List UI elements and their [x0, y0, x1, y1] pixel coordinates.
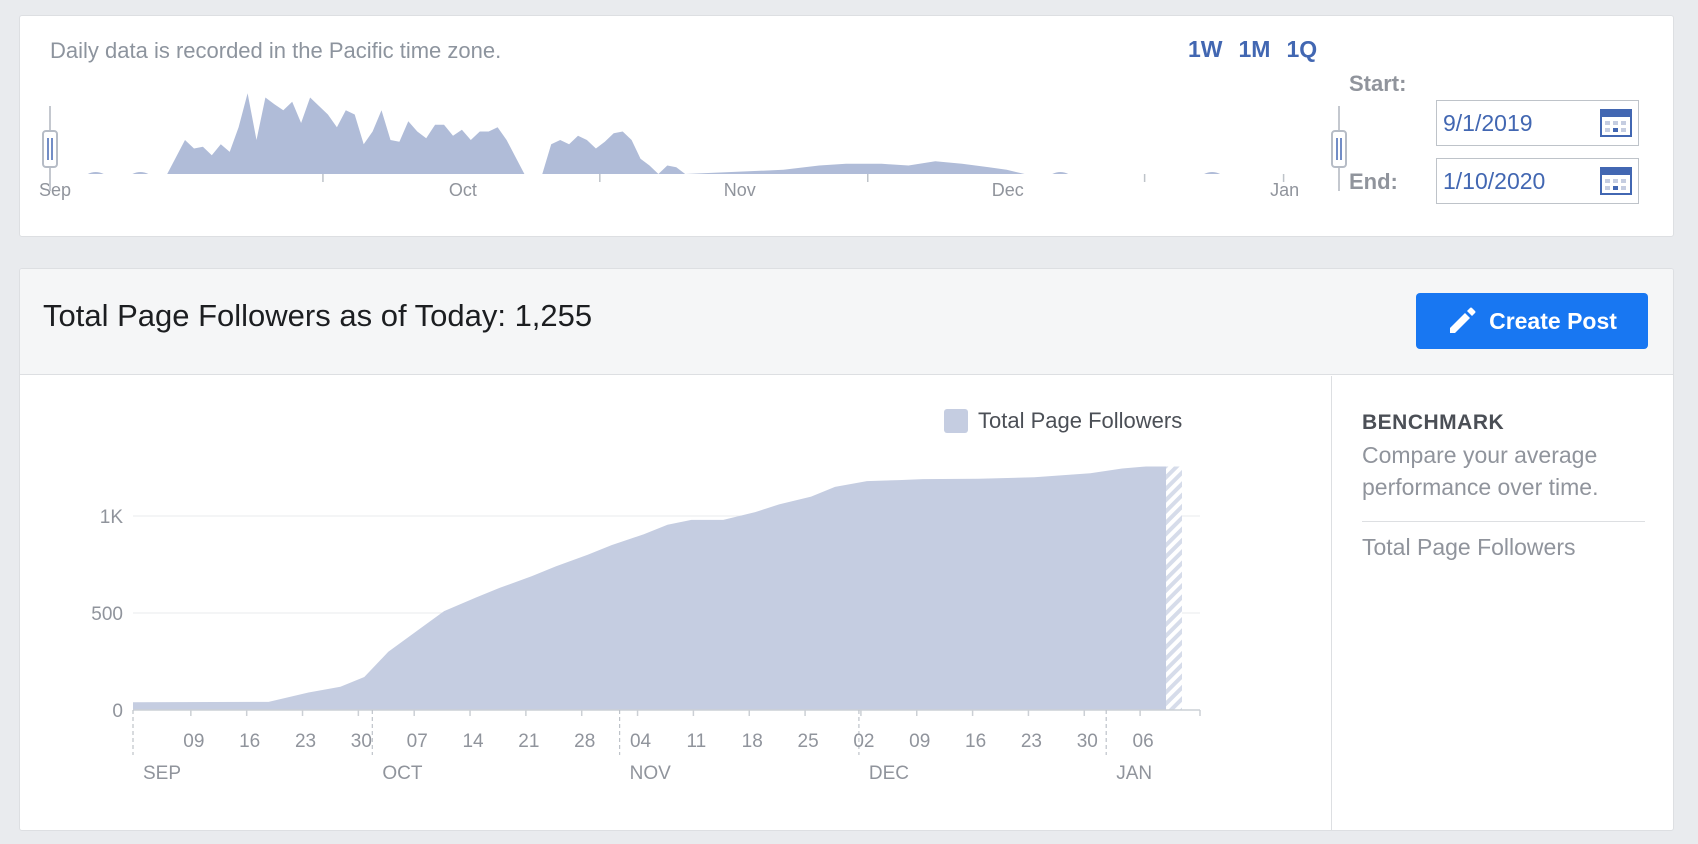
page-title: Total Page Followers as of Today: 1,255 [43, 298, 593, 333]
x-month-label: NOV [630, 763, 672, 784]
y-tick-label: 0 [112, 701, 123, 722]
x-day-label: 07 [407, 731, 428, 752]
x-axis-labels: 09 16 23 30 07 14 21 28 04 11 18 25 02 09 16 23 30 06 SEP O… [143, 731, 1154, 784]
benchmark-description: Compare your average performance over ti… [1362, 442, 1599, 500]
calendar-icon[interactable] [1600, 109, 1632, 137]
benchmark-panel: BENCHMARK Compare your average performan… [1331, 376, 1673, 830]
x-day-label: 06 [1133, 731, 1154, 752]
x-day-label: 04 [630, 731, 652, 752]
x-day-label: 16 [965, 731, 986, 752]
mini-month-label: Jan [1270, 180, 1299, 200]
x-day-label: 18 [742, 731, 763, 752]
period-1m-button[interactable]: 1M [1238, 36, 1271, 62]
x-day-label: 25 [798, 731, 819, 752]
followers-chart-area: 0 500 1K 09 16 23 30 07 14 21 28 04 11 18 25 02 09 16 23 3… [20, 376, 1331, 830]
benchmark-title: BENCHMARK [1362, 411, 1505, 434]
x-day-label: 23 [1021, 731, 1042, 752]
date-range-card: Daily data is recorded in the Pacific ti… [19, 15, 1674, 237]
x-day-label: 09 [909, 731, 930, 752]
x-day-label: 14 [462, 731, 484, 752]
mini-month-label: Sep [39, 180, 71, 200]
create-post-button[interactable]: Create Post [1416, 293, 1648, 349]
x-month-label: OCT [382, 763, 423, 784]
x-day-label: 30 [1077, 731, 1098, 752]
calendar-icon[interactable] [1600, 167, 1632, 195]
chart-legend: Total Page Followers [944, 408, 1182, 433]
x-month-label: SEP [143, 763, 181, 784]
range-end-handle[interactable] [1331, 106, 1347, 191]
mini-chart-blip [1204, 172, 1221, 174]
mini-month-label: Oct [449, 180, 477, 200]
followers-series-area [133, 466, 1178, 710]
create-post-label: Create Post [1489, 307, 1617, 334]
x-day-label: 28 [574, 731, 595, 752]
end-date-label: End: [1349, 169, 1398, 194]
benchmark-metric-link[interactable]: Total Page Followers [1362, 534, 1576, 560]
mini-chart-blip [87, 172, 104, 174]
incomplete-data-region [1166, 466, 1182, 710]
x-month-label: DEC [869, 763, 909, 784]
y-tick-label: 500 [91, 604, 123, 625]
card-header: Total Page Followers as of Today: 1,255 … [20, 269, 1673, 375]
end-date-value: 1/10/2020 [1443, 167, 1546, 194]
range-start-handle[interactable] [42, 106, 58, 191]
period-buttons: 1W 1M 1Q [1188, 36, 1317, 63]
period-1w-button[interactable]: 1W [1188, 36, 1223, 62]
legend-label: Total Page Followers [978, 408, 1182, 433]
mini-chart-blip [1052, 172, 1069, 174]
y-axis-labels: 0 500 1K [91, 507, 123, 722]
x-day-label: 02 [853, 731, 874, 752]
x-day-label: 21 [518, 731, 539, 752]
pencil-icon [1450, 307, 1476, 333]
timezone-note: Daily data is recorded in the Pacific ti… [50, 38, 502, 63]
legend-swatch [944, 409, 968, 433]
x-day-label: 09 [183, 731, 204, 752]
end-date-input[interactable]: 1/10/2020 [1436, 158, 1639, 204]
mini-month-label: Dec [992, 180, 1024, 200]
mini-month-label: Nov [724, 180, 756, 200]
benchmark-divider [1362, 521, 1645, 522]
mini-chart-month-labels: Sep Oct Nov Dec Jan [39, 180, 1299, 200]
period-1q-button[interactable]: 1Q [1286, 36, 1318, 62]
start-date-value: 9/1/2019 [1443, 109, 1533, 136]
mini-overview-chart[interactable]: Sep Oct Nov Dec Jan [39, 93, 1350, 236]
x-month-label: JAN [1116, 763, 1152, 784]
y-tick-label: 1K [100, 507, 124, 528]
x-axis [132, 709, 1201, 755]
x-day-label: 16 [239, 731, 260, 752]
start-date-input[interactable]: 9/1/2019 [1436, 100, 1639, 146]
followers-card: Total Page Followers as of Today: 1,255 … [19, 268, 1674, 831]
x-day-label: 11 [687, 731, 707, 752]
followers-area-chart: 0 500 1K 09 16 23 30 07 14 21 28 04 11 18 25 02 09 16 23 3… [91, 408, 1201, 784]
mini-chart-area [60, 93, 1230, 174]
start-date-label: Start: [1349, 71, 1407, 96]
mini-chart-blip [132, 172, 149, 174]
x-day-label: 30 [351, 731, 372, 752]
x-day-label: 23 [295, 731, 316, 752]
